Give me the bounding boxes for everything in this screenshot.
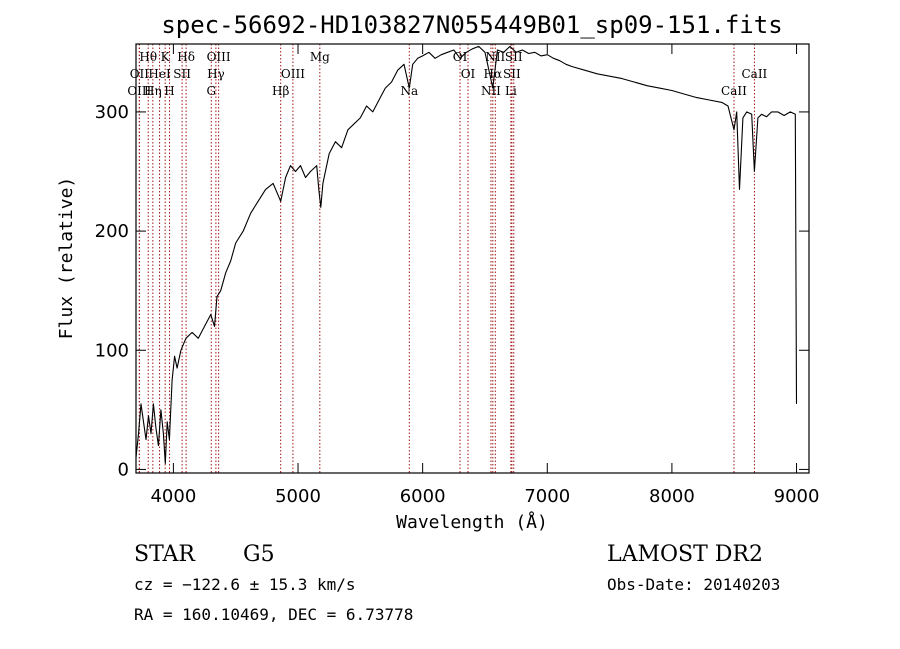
y-tick-label: 100 [95, 340, 129, 361]
plot-frame [135, 43, 810, 474]
line-marker-label: CaII [741, 67, 767, 81]
line-marker-label: SII [503, 67, 521, 81]
x-tick-label: 4000 [150, 486, 196, 507]
line-marker-label: SII [173, 67, 191, 81]
y-axis-label: Flux (relative) [56, 177, 77, 340]
line-marker-label: NII [485, 50, 505, 64]
spectral-line-labels: OII OIII Hθ Hη HeI K H SII Hδ G Hγ OIII Hβ OIII Mg Na OI… [127, 50, 767, 98]
line-marker-label: Hβ [272, 84, 289, 98]
coordinates: RA = 160.10469, DEC = 6.73778 [134, 605, 413, 624]
line-marker-label: Mg [310, 50, 330, 64]
line-marker-label: Hθ [139, 50, 157, 64]
line-marker-label: G [206, 84, 216, 98]
line-marker-label: Hα [484, 67, 503, 81]
line-marker-label: HeI [148, 67, 171, 81]
survey-name: LAMOST DR2 [607, 542, 763, 567]
line-marker-label: NII [481, 84, 501, 98]
object-class: STAR [134, 542, 196, 567]
x-tick-label: 6000 [400, 486, 446, 507]
x-tick-label: 7000 [524, 486, 570, 507]
line-marker-label: Na [400, 84, 418, 98]
line-marker-label: Hδ [177, 50, 195, 64]
x-tick-label: 9000 [774, 486, 820, 507]
line-marker-label: SII [505, 50, 523, 64]
line-marker-label: Hγ [207, 67, 225, 81]
line-marker-label: OI [461, 67, 476, 81]
line-marker-label: CaII [721, 84, 747, 98]
line-marker-label: OIII [207, 50, 231, 64]
x-tick-label: 8000 [649, 486, 695, 507]
line-marker-label: K [161, 50, 171, 64]
line-marker-label: H [164, 84, 174, 98]
line-marker-label: OIII [127, 84, 151, 98]
redshift-velocity: cz = −122.6 ± 15.3 km/s [134, 575, 356, 594]
spectrum-line [135, 45, 798, 465]
line-marker-label: Li [505, 84, 517, 98]
spectral-line-markers [138, 44, 755, 473]
line-marker-label: Hη [144, 84, 162, 98]
x-axis-ticks: 4000 5000 6000 7000 8000 9000 [150, 44, 819, 507]
chart-title: spec-56692-HD103827N055449B01_sp09-151.f… [161, 11, 782, 39]
y-axis-ticks: 0 100 200 300 [95, 102, 809, 480]
line-marker-label: OIII [281, 67, 305, 81]
y-tick-label: 0 [118, 459, 129, 480]
y-tick-label: 200 [95, 221, 129, 242]
y-tick-label: 300 [95, 102, 129, 123]
x-axis-label: Wavelength (Å) [396, 511, 548, 533]
line-marker-label: OII [130, 67, 150, 81]
object-subclass: G5 [243, 542, 275, 567]
observation-date: Obs-Date: 20140203 [607, 575, 780, 594]
x-tick-label: 5000 [275, 486, 321, 507]
